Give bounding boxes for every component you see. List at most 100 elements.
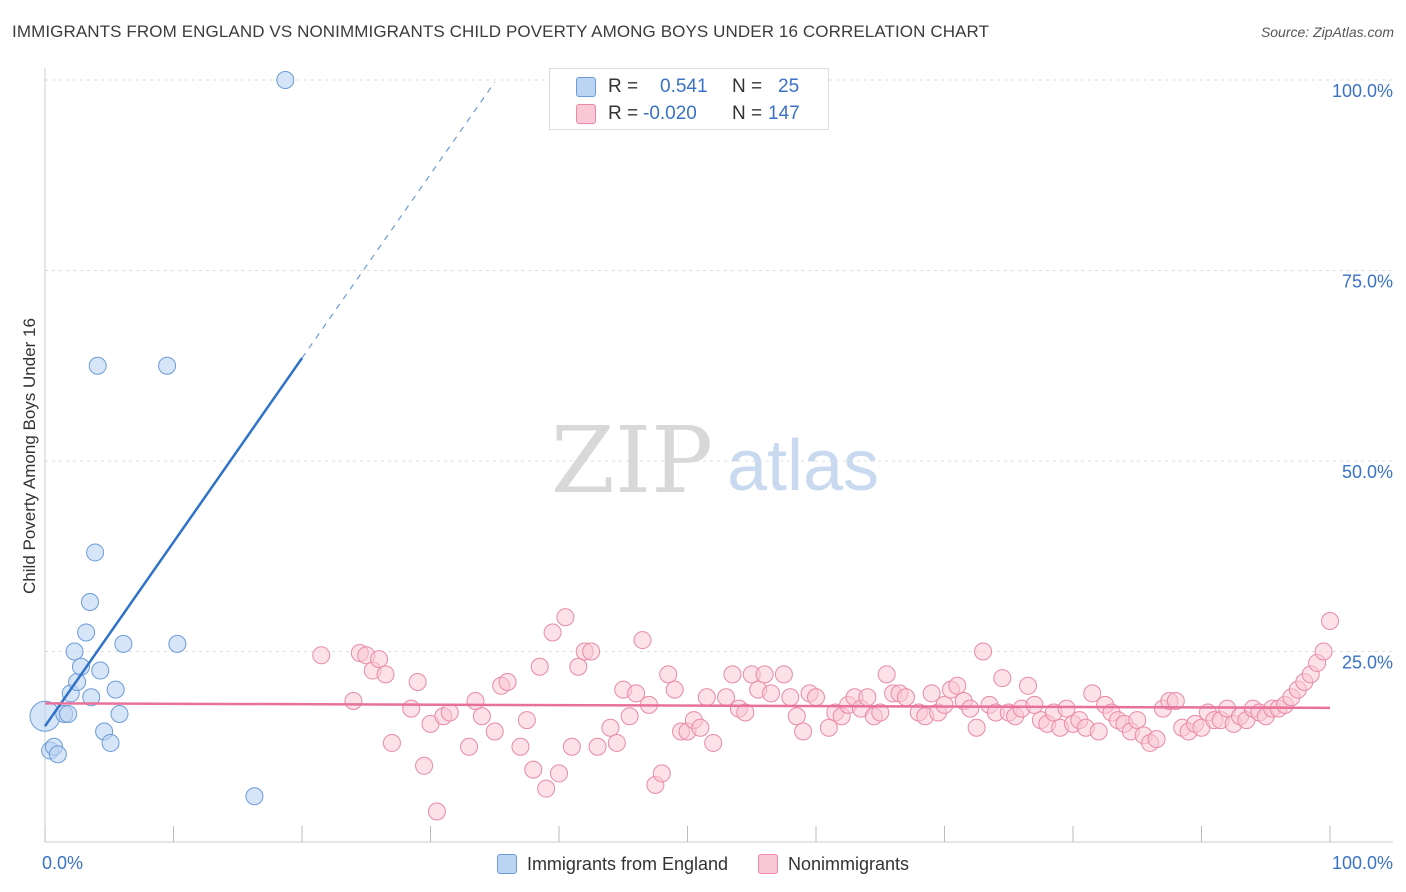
nonimmigrant-point (607, 733, 626, 752)
legend-label-nonimmigrants: Nonimmigrants (788, 853, 910, 874)
nonimmigrant-point (659, 665, 678, 684)
nonimmigrant-point (408, 672, 427, 691)
nonimmigrant-point (627, 684, 646, 703)
nonimmigrant-point (993, 669, 1012, 688)
legend-swatch-blue (496, 854, 517, 874)
stats-n-label: N = (732, 76, 763, 97)
nonimmigrant-point (569, 657, 588, 676)
immigrant-point (168, 634, 187, 653)
immigrant-point (29, 700, 61, 732)
nonimmigrant-point (415, 756, 434, 775)
stats-box: R = 0.541 N = 25 R = -0.020 N = 147 (549, 68, 829, 130)
legend-item-immigrants[interactable]: Immigrants from England (496, 854, 728, 875)
nonimmigrant-point (370, 650, 389, 669)
legend-swatch-pink (758, 854, 779, 874)
source-credit: Source: ZipAtlas.com (1260, 24, 1394, 40)
legend: Immigrants from England Nonimmigrants (0, 852, 1406, 876)
axis-layer: 25.0% 50.0% 75.0% 100.0% 0.0% 100.0% (42, 68, 1393, 873)
nonimmigrant-point (550, 764, 568, 783)
grid-layer (45, 79, 1393, 652)
immigrant-point (91, 661, 110, 680)
immigrants-points (29, 71, 295, 806)
nonimmigrant-point (530, 657, 549, 676)
watermark-zip: ZIP (551, 407, 713, 514)
immigrant-point (59, 704, 78, 723)
nonimmigrant-point (440, 703, 459, 722)
nonimmigrant-point (948, 676, 967, 695)
stats-row-blue: R = 0.541 N = 25 (550, 74, 828, 100)
nonimmigrant-point (517, 711, 536, 730)
chart-title: IMMIGRANTS FROM ENGLAND VS NONIMMIGRANTS… (12, 22, 990, 41)
x-tick-label: 0.0% (42, 853, 83, 873)
nonimmigrant-point (1128, 711, 1147, 730)
immigrant-point (77, 623, 96, 642)
stats-r-value: -0.020 (643, 103, 697, 124)
nonimmigrant-point (543, 623, 562, 642)
nonimmigrant-point (1147, 730, 1166, 749)
nonimmigrant-point (460, 737, 479, 756)
nonimmigrant-point (896, 688, 915, 707)
nonimmigrant-point (537, 779, 556, 798)
immigrant-point (48, 745, 67, 764)
immigrant-point (158, 356, 177, 375)
immigrant-point (88, 356, 107, 375)
nonimmigrant-point (871, 703, 890, 722)
x-tick-label: 100.0% (1332, 853, 1393, 873)
nonimmigrant-point (382, 733, 401, 752)
nonimmigrant-point (697, 688, 716, 707)
stats-row-pink: R = -0.020 N = 147 (550, 101, 828, 127)
nonimmigrant-point (762, 684, 781, 703)
nonimmigrant-point (466, 692, 485, 711)
nonimmigrant-point (582, 642, 601, 661)
nonimmigrant-point (755, 665, 774, 684)
nonimmigrant-point (704, 733, 723, 752)
immigrant-point (106, 680, 125, 699)
nonimmigrant-point (1166, 692, 1185, 711)
nonimmigrant-point (935, 695, 954, 714)
nonimmigrant-point (1019, 676, 1038, 695)
nonimmigrant-point (376, 665, 395, 684)
nonimmigrant-point (498, 672, 517, 691)
immigrant-point (80, 592, 99, 611)
immigrants-trend-extension (301, 81, 496, 359)
nonimmigrant-point (858, 688, 877, 707)
nonimmigrant-point (1083, 684, 1102, 703)
stats-r-label: R = (608, 76, 639, 97)
nonimmigrant-point (877, 665, 896, 684)
nonimmigrant-point (511, 737, 530, 756)
nonimmigrant-point (620, 707, 639, 726)
watermark: ZIP atlas (551, 407, 879, 514)
nonimmigrant-point (774, 665, 793, 684)
nonimmigrant-point (1025, 695, 1044, 714)
legend-item-nonimmigrants[interactable]: Nonimmigrants (758, 854, 909, 875)
nonimmigrant-point (781, 688, 800, 707)
nonimmigrant-point (524, 760, 543, 779)
nonimmigrant-point (922, 684, 941, 703)
stats-n-value: 25 (778, 76, 800, 97)
nonimmigrant-point (974, 642, 993, 661)
stats-n-value: 147 (768, 103, 800, 124)
trend-layer (43, 81, 1331, 727)
nonimmigrant-point (652, 764, 671, 783)
nonimmigrant-point (344, 692, 363, 711)
y-tick-label: 75.0% (1342, 272, 1393, 292)
nonimmigrant-point (556, 608, 575, 627)
nonimmigrant-point (819, 718, 838, 737)
nonimmigrant-point (588, 737, 607, 756)
nonimmigrant-point (402, 699, 421, 718)
nonimmigrant-point (787, 707, 806, 726)
nonimmigrant-point (562, 737, 581, 756)
nonimmigrant-point (794, 722, 813, 741)
y-axis-label: Child Poverty Among Boys Under 16 (20, 318, 39, 594)
nonimmigrant-point (601, 718, 620, 737)
nonimmigrant-point (427, 802, 446, 821)
nonimmigrant-point (691, 718, 710, 737)
nonimmigrant-point (485, 722, 504, 741)
nonimmigrant-point (723, 665, 742, 684)
nonimmigrant-point (312, 646, 331, 665)
nonimmigrant-point (807, 688, 825, 707)
stats-n-label: N = (732, 103, 763, 124)
immigrant-point (110, 704, 129, 723)
nonimmigrant-point (1321, 612, 1339, 631)
